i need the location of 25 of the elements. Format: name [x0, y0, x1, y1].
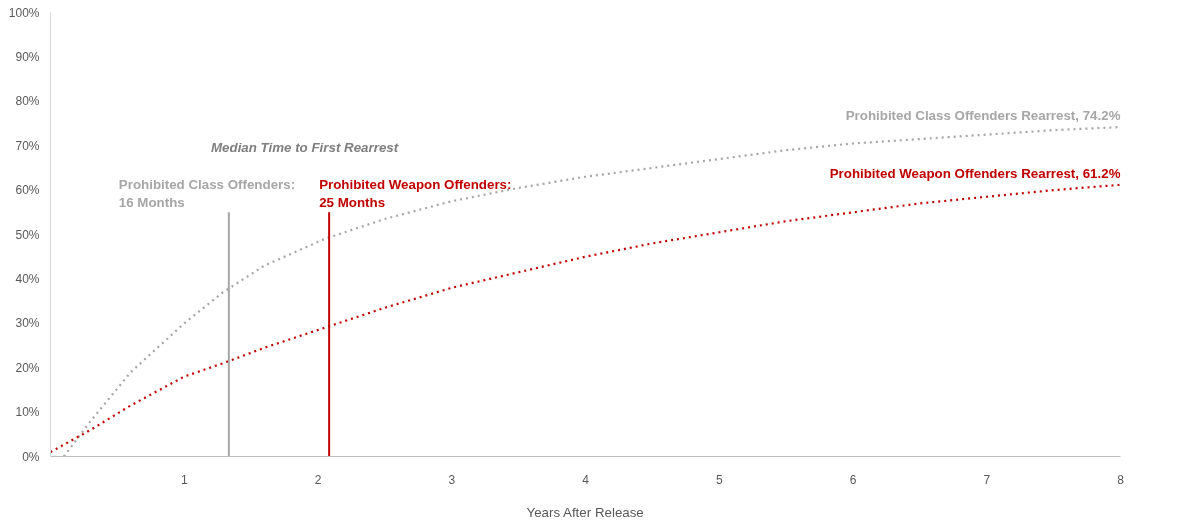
annotation: Prohibited Weapon Offenders Rearrest, 61.2%: [829, 165, 1121, 181]
y-tick-label: 60%: [15, 183, 40, 198]
y-tick-label: 20%: [15, 360, 40, 375]
x-tick-label: 4: [582, 472, 590, 487]
y-tick-label: 80%: [15, 94, 40, 109]
y-tick-label: 30%: [15, 316, 40, 331]
y-tick-label: 100%: [8, 5, 40, 20]
x-tick-label: 1: [180, 472, 188, 487]
x-tick-label: 8: [1117, 472, 1125, 487]
x-tick-label: 2: [314, 472, 322, 487]
y-tick-label: 40%: [15, 271, 40, 286]
annotation: Prohibited Class Offenders Rearrest, 74.2%: [845, 108, 1121, 124]
y-tick-label: 70%: [15, 138, 40, 153]
x-tick-label: 6: [849, 472, 857, 487]
annotation: Prohibited Class Offenders: 16 Months: [118, 177, 296, 211]
y-tick-label: 10%: [15, 405, 40, 420]
annotation: Prohibited Weapon Offenders: 25 Months: [319, 177, 512, 211]
annotation: Median Time to First Rearrest: [211, 139, 399, 155]
x-tick-label: 7: [983, 472, 991, 487]
y-tick-label: 0%: [22, 449, 40, 464]
x-tick-label: 5: [715, 472, 723, 487]
y-tick-label: 90%: [15, 49, 40, 64]
x-tick-label: 3: [448, 472, 456, 487]
x-axis-title: Years After Release: [526, 504, 644, 520]
y-tick-label: 50%: [15, 227, 40, 242]
